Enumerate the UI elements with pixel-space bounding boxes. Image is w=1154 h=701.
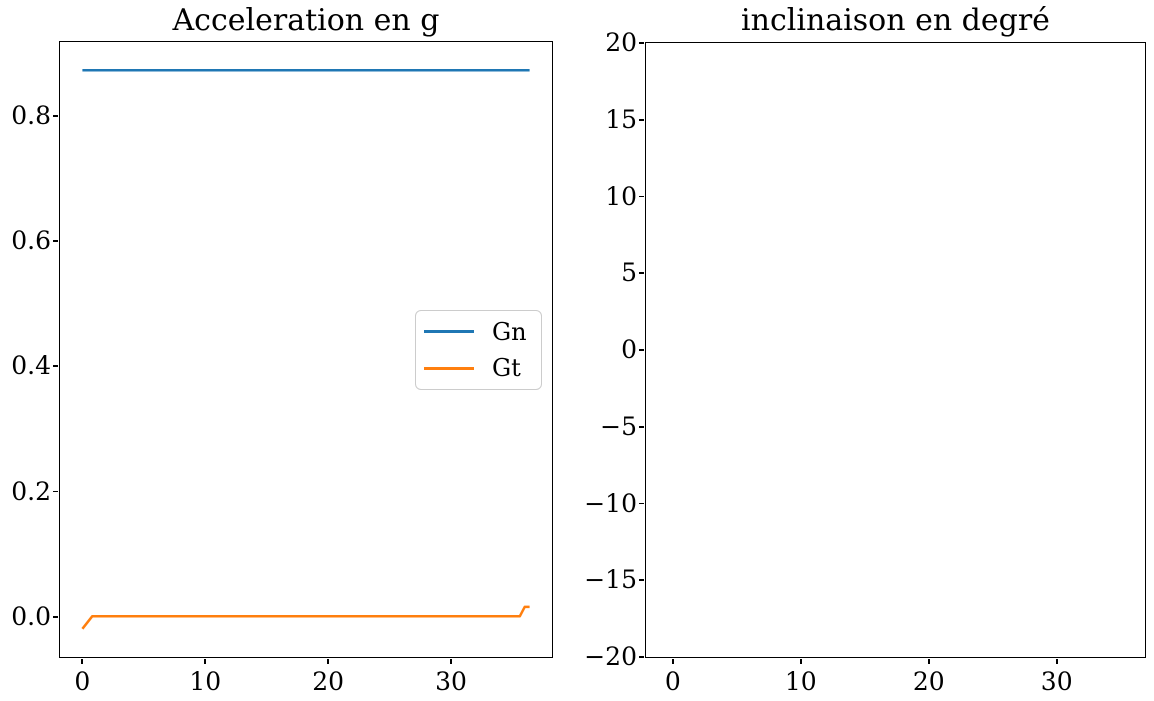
x-tick-mark [449,658,452,664]
y-tick-label: 20 [605,28,637,57]
x-tick-label: 30 [1040,667,1073,696]
legend-item-gn: Gn [416,314,541,350]
y-tick-label: 0.6 [11,226,51,256]
x-tick-mark [671,658,674,664]
y-tick-mark [53,615,59,618]
y-tick-mark [53,365,59,368]
right-chart-axes: 0 10 20 30 20 15 10 5 0 −5 −10 −15 −20 [584,28,1146,696]
x-tick-label: 30 [435,667,467,696]
legend-label-gn: Gn [492,317,527,346]
x-tick-label: 10 [784,667,817,696]
y-tick-label: −20 [584,642,637,671]
y-tick-mark [639,502,645,505]
left-chart-title: Acceleration en g [172,3,440,38]
y-tick-mark [639,349,645,351]
y-tick-mark [639,118,645,121]
legend-item-gt: Gt [416,350,541,386]
y-tick-mark [639,272,645,275]
y-tick-label: 0.4 [11,351,51,381]
y-tick-label: 0.8 [11,100,51,130]
plot-area [81,68,530,630]
y-tick-label: 15 [605,104,637,134]
x-tick-label: 20 [912,667,945,696]
y-tick-mark [53,114,59,117]
y-tick-label: −15 [584,565,637,595]
y-tick-mark [639,579,645,582]
y-tick-mark [639,425,645,428]
x-tick-label: 0 [74,667,91,696]
right-chart-title: inclinaison en degré [741,3,1050,38]
x-tick-mark [799,658,802,664]
x-tick-mark [204,658,207,664]
y-tick-mark [53,490,59,493]
y-tick-label: 10 [605,181,637,211]
y-tick-mark [639,195,645,198]
y-tick-mark [53,240,59,242]
y-tick-label: −10 [584,488,637,518]
y-tick-label: 5 [621,258,637,288]
x-tick-label: 0 [664,667,681,696]
series-line-gt [81,605,530,630]
y-tick-label: 0.2 [11,476,51,506]
legend-label-gt: Gt [492,354,521,383]
legend: Gn Gt [415,310,542,390]
x-tick-label: 10 [189,667,222,696]
plot-area [646,43,1145,657]
x-tick-mark [927,658,930,664]
y-tick-mark [639,656,645,658]
y-tick-label: −5 [600,411,637,441]
y-tick-label: 0.0 [11,601,51,631]
x-tick-label: 20 [312,667,345,696]
y-tick-mark [639,42,645,44]
gt-line-sample-icon [424,367,474,370]
x-tick-mark [1055,658,1058,664]
x-tick-mark [81,658,84,664]
y-tick-label: 0 [621,335,637,364]
x-tick-mark [327,658,329,664]
gn-line-sample-icon [424,330,474,333]
